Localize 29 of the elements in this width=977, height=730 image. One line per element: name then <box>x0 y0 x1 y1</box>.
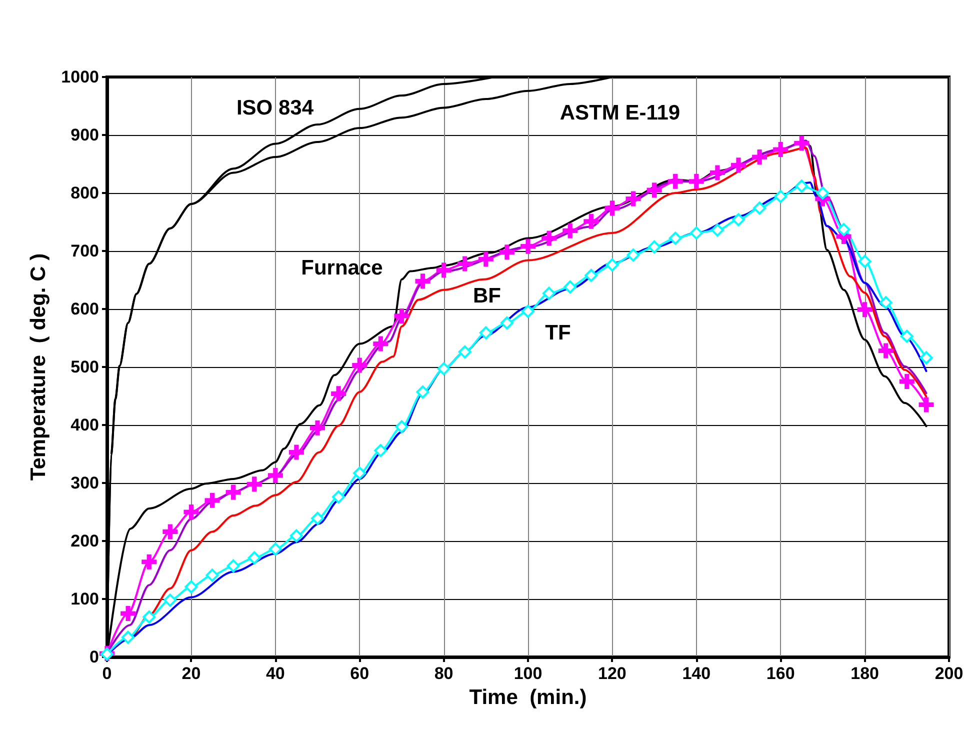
y-tick-label: 400 <box>70 416 99 434</box>
annotation: BF <box>473 284 502 308</box>
y-tick-label: 500 <box>70 358 99 376</box>
y-tick-label: 1000 <box>61 68 99 86</box>
x-tick-label: 0 <box>102 664 112 683</box>
x-tick-label: 100 <box>514 664 542 683</box>
x-axis-title: Time (min.) <box>469 686 587 709</box>
y-tick-label: 300 <box>70 474 99 492</box>
x-tick-label: 140 <box>682 664 711 683</box>
x-tick-label: 60 <box>350 664 370 683</box>
x-tick-label: 80 <box>434 664 454 683</box>
annotation: TF <box>545 322 571 344</box>
x-tick-label: 20 <box>182 664 201 683</box>
y-tick-label: 700 <box>70 242 99 260</box>
y-tick-label: 0 <box>90 648 99 666</box>
x-tick-label: 200 <box>934 664 964 683</box>
x-tick-label: 180 <box>850 664 879 683</box>
y-tick-label: 200 <box>70 532 99 550</box>
x-tick-label: 120 <box>598 664 626 683</box>
annotation: ASTM E-119 <box>560 102 680 124</box>
annotation: ISO 834 <box>236 96 314 120</box>
x-tick-label: 160 <box>766 664 795 683</box>
y-tick-label: 100 <box>70 590 99 608</box>
y-axis-title: Temperature ( deg. C ) <box>27 253 50 481</box>
y-tick-label: 900 <box>70 126 99 144</box>
x-tick-label: 40 <box>266 664 285 683</box>
y-tick-label: 600 <box>70 300 99 318</box>
annotation: Furnace <box>301 256 383 280</box>
y-tick-label: 800 <box>70 184 99 202</box>
